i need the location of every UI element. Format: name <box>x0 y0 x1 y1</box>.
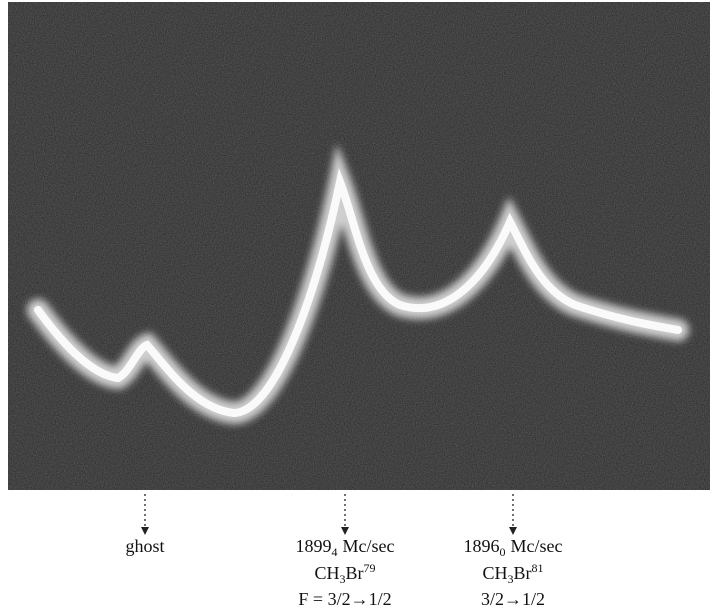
subscript: 4 <box>332 545 338 559</box>
text: CH <box>314 563 339 583</box>
pointer-head <box>341 527 349 535</box>
label-transition: F = 3/2→1/2 <box>298 589 391 609</box>
pointer-head <box>141 527 149 535</box>
text: CH <box>482 563 507 583</box>
label-frequency: 18960 Mc/sec <box>464 536 563 559</box>
subscript: 3 <box>340 572 346 586</box>
text: Br <box>514 563 532 583</box>
label-transition: 3/2→1/2 <box>481 589 545 609</box>
text: Br <box>346 563 364 583</box>
unit: Mc/sec <box>511 536 563 556</box>
label-molecule: CH3Br81 <box>482 561 543 586</box>
trace <box>34 168 682 418</box>
pointers <box>141 494 517 535</box>
photograph <box>8 2 710 490</box>
unit: Mc/sec <box>343 536 395 556</box>
label-ghost: ghost <box>125 536 164 556</box>
subscript: 3 <box>508 572 514 586</box>
superscript: 79 <box>364 561 376 575</box>
text: 1899 <box>296 536 332 556</box>
text: 1896 <box>464 536 500 556</box>
pointer-head <box>509 527 517 535</box>
superscript: 81 <box>532 561 544 575</box>
label-molecule: CH3Br79 <box>314 561 375 586</box>
label-frequency: 18994 Mc/sec <box>296 536 395 559</box>
subscript: 0 <box>500 545 506 559</box>
